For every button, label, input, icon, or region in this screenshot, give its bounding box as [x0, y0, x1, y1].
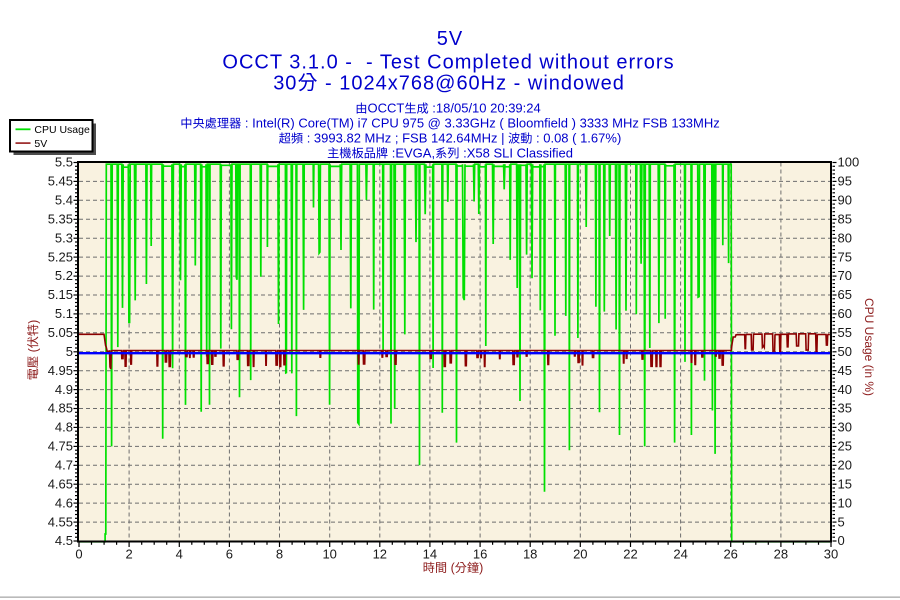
svg-text:16: 16: [473, 547, 487, 562]
svg-text:80: 80: [838, 230, 852, 245]
svg-text:18: 18: [523, 547, 537, 562]
svg-text:25: 25: [838, 439, 852, 454]
svg-text:5.25: 5.25: [48, 249, 73, 264]
svg-text:22: 22: [623, 547, 637, 562]
svg-text:5.2: 5.2: [55, 268, 73, 283]
svg-text:5V: 5V: [34, 138, 47, 150]
svg-text:2: 2: [125, 547, 132, 562]
svg-text:0: 0: [75, 547, 82, 562]
svg-text:): ): [479, 561, 483, 575]
svg-text:5.4: 5.4: [55, 193, 73, 208]
svg-text:10: 10: [838, 495, 852, 510]
svg-text:4.5: 4.5: [55, 533, 73, 548]
svg-text:0: 0: [838, 533, 845, 548]
svg-text:20: 20: [573, 547, 587, 562]
svg-text:12: 12: [373, 547, 387, 562]
svg-text:24: 24: [673, 547, 687, 562]
svg-text:CPU Usage: CPU Usage: [34, 124, 90, 136]
svg-text:CPU Usage (in %): CPU Usage (in %): [862, 298, 876, 396]
svg-text::18/05/10 20:39:24: :18/05/10 20:39:24: [429, 101, 541, 116]
svg-text:5.35: 5.35: [48, 212, 73, 227]
svg-text:5: 5: [838, 514, 845, 529]
svg-text:5.45: 5.45: [48, 174, 73, 189]
svg-text:5.5: 5.5: [55, 155, 73, 170]
svg-text:50: 50: [838, 344, 852, 359]
svg-text:6: 6: [226, 547, 233, 562]
svg-text:4.8: 4.8: [55, 420, 73, 435]
svg-text:28: 28: [774, 547, 788, 562]
svg-text:5.3: 5.3: [55, 230, 73, 245]
svg-text:4.9: 4.9: [55, 382, 73, 397]
svg-text:10: 10: [322, 547, 336, 562]
svg-text:OCCT 3.1.0 - - Test Completed: OCCT 3.1.0 - - Test Completed without er…: [222, 52, 674, 74]
svg-text:85: 85: [838, 212, 852, 227]
svg-text:65: 65: [838, 287, 852, 302]
svg-text:4.65: 4.65: [48, 476, 73, 491]
svg-text:30: 30: [838, 420, 852, 435]
svg-text:95: 95: [838, 174, 852, 189]
svg-text:(: (: [26, 347, 40, 355]
svg-text:5: 5: [66, 344, 73, 359]
svg-text:70: 70: [838, 268, 852, 283]
svg-text:14: 14: [423, 547, 437, 562]
svg-text:20: 20: [838, 458, 852, 473]
svg-text:5.15: 5.15: [48, 287, 73, 302]
svg-text:5.05: 5.05: [48, 325, 73, 340]
svg-text:OCCT: OCCT: [368, 101, 405, 116]
svg-text:4.75: 4.75: [48, 439, 73, 454]
svg-text:35: 35: [838, 401, 852, 416]
svg-text:(: (: [447, 561, 455, 575]
svg-text:- 1024x768@60Hz - windowed: - 1024x768@60Hz - windowed: [319, 73, 625, 95]
svg-text:15: 15: [838, 476, 852, 491]
svg-text:90: 90: [838, 193, 852, 208]
svg-text:: Intel(R) Core(TM) i7 CPU 975: : Intel(R) Core(TM) i7 CPU 975 @ 3.33GHz…: [241, 116, 719, 131]
svg-text:4.7: 4.7: [55, 458, 73, 473]
svg-text:: 0.08 ( 1.67%): : 0.08 ( 1.67%): [532, 131, 621, 146]
svg-text:26: 26: [723, 547, 737, 562]
svg-text:55: 55: [838, 325, 852, 340]
svg-text:40: 40: [838, 382, 852, 397]
svg-text:30: 30: [824, 547, 838, 562]
svg-text::EVGA,: :EVGA,: [388, 145, 435, 160]
svg-text:4.95: 4.95: [48, 363, 73, 378]
svg-text:4.55: 4.55: [48, 514, 73, 529]
svg-text:100: 100: [838, 155, 860, 170]
svg-text:60: 60: [838, 306, 852, 321]
svg-text:: 3993.82 MHz ; FSB 142.64MHz: : 3993.82 MHz ; FSB 142.64MHz |: [303, 131, 508, 146]
svg-text:5V: 5V: [437, 28, 463, 50]
svg-text:5.1: 5.1: [55, 306, 73, 321]
svg-text:45: 45: [838, 363, 852, 378]
svg-text:4: 4: [176, 547, 183, 562]
svg-text:4.85: 4.85: [48, 401, 73, 416]
svg-text:30: 30: [273, 73, 297, 95]
svg-text:): ): [26, 320, 40, 324]
svg-text:75: 75: [838, 249, 852, 264]
svg-text:4.6: 4.6: [55, 495, 73, 510]
svg-text:8: 8: [276, 547, 283, 562]
svg-text::X58 SLI Classified: :X58 SLI Classified: [460, 145, 573, 160]
